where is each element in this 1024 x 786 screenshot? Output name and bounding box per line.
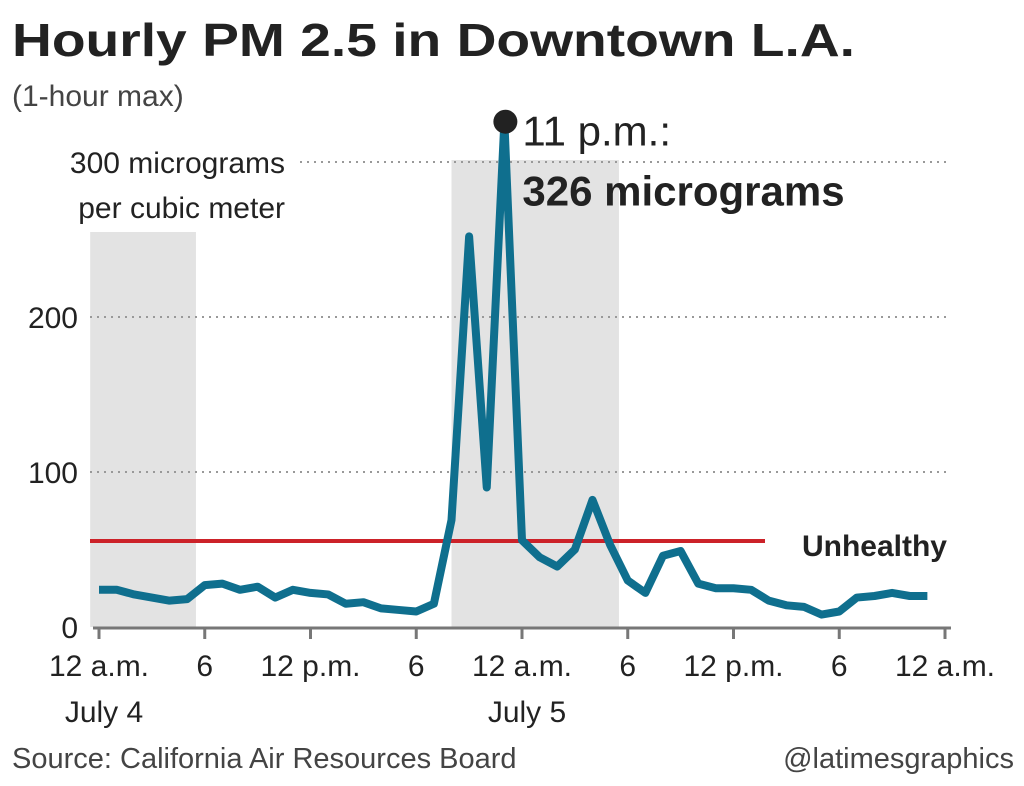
x-tick-label: 6 [408, 650, 425, 683]
series-line [99, 117, 928, 619]
subtitle: (1-hour max) [12, 80, 184, 113]
annotation-value: 326 micrograms [522, 168, 844, 215]
peak-marker [493, 109, 518, 134]
shaded-span [90, 232, 196, 627]
y-tick-label: 300 micrograms [70, 147, 285, 180]
y-tick-label: 100 [28, 457, 78, 490]
reference-label: Unhealthy [802, 530, 947, 563]
annotation-time: 11 p.m.: [522, 108, 671, 155]
y-tick-label: 200 [28, 302, 78, 335]
x-tick-label: 12 a.m. [472, 650, 572, 683]
date-label: July 5 [488, 696, 566, 729]
date-label: July 4 [65, 696, 143, 729]
x-tick-label: 12 a.m. [49, 650, 149, 683]
x-tick-label: 6 [196, 650, 213, 683]
x-tick-label: 12 p.m. [683, 650, 783, 683]
chart-title: Hourly PM 2.5 in Downtown L.A. [12, 14, 855, 66]
x-tick-label: 6 [831, 650, 848, 683]
x-tick-label: 6 [619, 650, 636, 683]
source: Source: California Air Resources Board [12, 743, 517, 775]
x-tick-label: 12 a.m. [895, 650, 995, 683]
credit: @latimesgraphics [783, 743, 1014, 775]
y-axis-label: per cubic meter [78, 192, 285, 225]
y-tick-label: 0 [61, 612, 78, 645]
x-tick-label: 12 p.m. [260, 650, 360, 683]
